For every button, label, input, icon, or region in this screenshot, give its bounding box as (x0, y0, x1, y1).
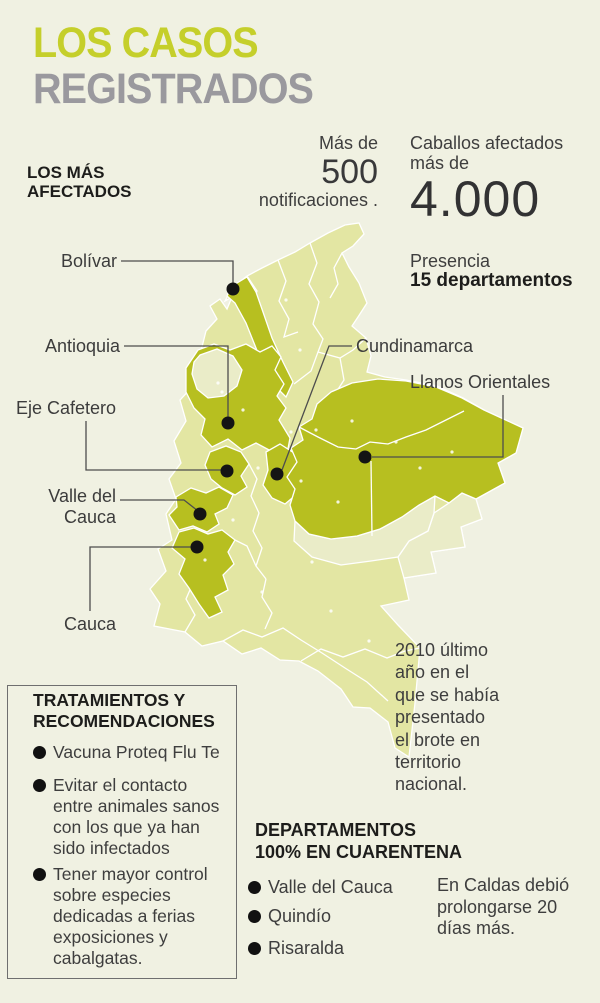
quarantine-item: Risaralda (248, 938, 418, 959)
quarantine-item-text: Quindío (268, 906, 332, 926)
map-label-cauca: Cauca (63, 614, 116, 634)
dot-valle (193, 507, 207, 521)
dot-llanos (358, 450, 372, 464)
notifications-value: 500 (321, 153, 378, 191)
treatment-item-text: Tener mayor control sobre especies dedic… (53, 864, 208, 968)
treatment-item: Vacuna Proteq Flu Te (33, 742, 228, 763)
treatment-item: Evitar el contacto entre animales sanos … (33, 775, 228, 859)
page-title-line1: LOS CASOS (33, 19, 259, 67)
map-label-cundinamarca: Cundinamarca (356, 336, 474, 356)
dot-cauca (190, 540, 204, 554)
treatment-item-text: Evitar el contacto entre animales sanos … (53, 775, 220, 858)
horses-label: Caballos afectados más de (410, 133, 564, 173)
bullet-icon (248, 942, 261, 955)
leader-cundinamarca (281, 345, 352, 471)
leader-llanos (372, 395, 504, 458)
region-guainia-vaupes (397, 492, 483, 579)
region-cauca (171, 527, 236, 619)
presence-value: 15 departamentos (410, 270, 573, 291)
treatments-box (7, 685, 237, 979)
quarantine-item: Quindío (248, 906, 418, 927)
map-label-valle-del-cauca: Valle del Cauca (48, 486, 116, 527)
most-affected-heading: LOS MÁS AFECTADOS (27, 163, 132, 201)
notifications-suffix: notificaciones . (258, 190, 378, 210)
note-2010: 2010 último año en el que se había prese… (395, 640, 500, 795)
page-title-line2: REGISTRADOS (33, 65, 314, 113)
llanos-internal-borders (298, 410, 465, 537)
dot-eje-cafetero (220, 464, 234, 478)
quarantine-item-text: Valle del Cauca (268, 877, 393, 897)
presence-label: Presencia (410, 251, 491, 271)
horses-value: 4.000 (410, 171, 541, 227)
map-label-eje-cafetero: Eje Cafetero (15, 398, 116, 418)
dot-antioquia (221, 416, 235, 430)
municipality-specks (203, 298, 454, 643)
bullet-icon (33, 779, 46, 792)
bullet-icon (248, 910, 261, 923)
quarantine-item: Valle del Cauca (248, 877, 418, 898)
region-llanos-orientales (286, 378, 524, 540)
caldas-note: En Caldas debió prolongarse 20 días más. (437, 875, 570, 938)
leader-eje-cafetero (85, 421, 221, 471)
map-label-antioquia: Antioquia (44, 336, 120, 356)
leader-lines (85, 260, 504, 611)
treatments-title: TRATAMIENTOS Y RECOMENDACIONES (33, 690, 215, 731)
bullet-icon (33, 746, 46, 759)
leader-antioquia (124, 345, 229, 417)
location-dot-markers (190, 282, 372, 554)
leader-valle (120, 499, 199, 512)
bullet-icon (248, 881, 261, 894)
dot-cundinamarca (270, 467, 284, 481)
bullet-icon (33, 868, 46, 881)
leader-cauca (89, 546, 191, 611)
leader-bolivar (121, 260, 234, 283)
notifications-stat: Más de 500 notificaciones . (218, 133, 378, 211)
quarantine-title: DEPARTAMENTOS 100% EN CUARENTENA (255, 820, 463, 862)
dot-bolivar (226, 282, 240, 296)
map-label-llanos-orientales: Llanos Orientales (410, 372, 551, 392)
notifications-prefix: Más de (318, 133, 378, 153)
map-label-bolivar: Bolívar (60, 251, 117, 271)
quarantine-item-text: Risaralda (268, 938, 345, 958)
treatment-item-text: Vacuna Proteq Flu Te (53, 742, 220, 762)
horses-stat: Caballos afectados más de 4.000 (410, 133, 563, 225)
treatment-item: Tener mayor control sobre especies dedic… (33, 864, 228, 969)
